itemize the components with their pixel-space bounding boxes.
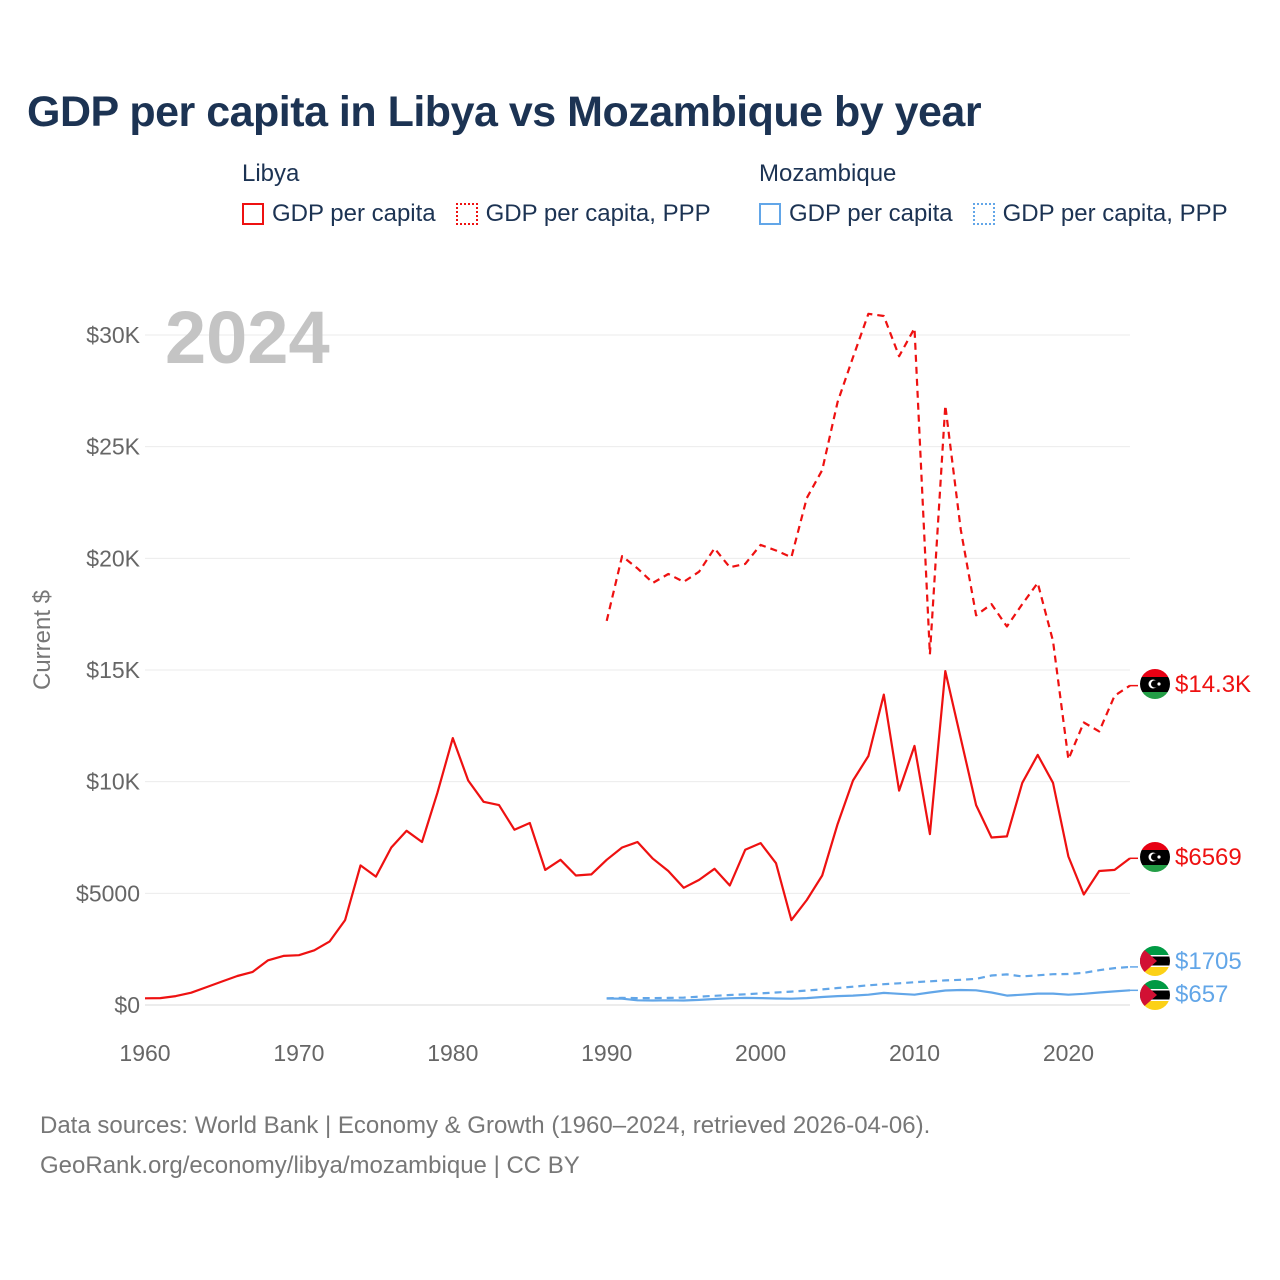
libya-flag-icon <box>1140 669 1170 699</box>
legend-item-label: GDP per capita <box>272 200 436 227</box>
legend-swatch <box>242 203 264 225</box>
legend-group-title: Libya <box>242 160 300 187</box>
legend-group-mozambique: Mozambique GDP per capita GDP per capita… <box>759 160 1228 228</box>
x-tick-label: 2000 <box>735 1040 786 1066</box>
x-tick-label: 2020 <box>1043 1040 1094 1066</box>
x-tick-label: 1990 <box>581 1040 632 1066</box>
legend-swatch <box>759 203 781 225</box>
legend-item-libya-gdp-ppp[interactable]: GDP per capita, PPP <box>455 200 711 228</box>
legend-group-title: Mozambique <box>759 160 897 187</box>
chart-title: GDP per capita in Libya vs Mozambique by… <box>27 88 982 136</box>
mozambique-flag-icon <box>1140 946 1170 976</box>
series-line-libya-gdp-per-capita-ppp[interactable] <box>605 312 1131 761</box>
x-tick-label: 2010 <box>889 1040 940 1066</box>
y-tick-label: $0 <box>114 992 140 1018</box>
end-label-mozambique-gdp-ppp: $1705 <box>1175 948 1242 975</box>
y-tick-label: $15K <box>86 657 140 683</box>
footer: Data sources: World Bank | Economy & Gro… <box>40 1106 930 1186</box>
legend-swatch <box>455 203 478 225</box>
y-tick-label: $5000 <box>76 880 140 906</box>
end-label-libya-gdp: $6569 <box>1175 844 1242 871</box>
legend-item-mozambique-gdp-ppp[interactable]: GDP per capita, PPP <box>972 200 1228 228</box>
mozambique-flag-icon <box>1140 980 1170 1010</box>
series-line-mozambique-gdp-per-capita[interactable] <box>606 988 1131 1002</box>
y-tick-label: $30K <box>86 322 140 348</box>
year-watermark: 2024 <box>165 296 330 379</box>
legend-item-mozambique-gdp[interactable]: GDP per capita <box>759 200 953 228</box>
y-tick-label: $10K <box>86 769 140 795</box>
end-label-mozambique-gdp: $657 <box>1175 981 1228 1008</box>
legend-swatch <box>972 203 995 225</box>
libya-flag-icon <box>1140 842 1170 872</box>
legend-item-label: GDP per capita, PPP <box>485 200 711 227</box>
end-label-libya-gdp-ppp: $14.3K <box>1175 671 1251 698</box>
legend-item-label: GDP per capita, PPP <box>1002 200 1228 227</box>
y-axis-label: Current $ <box>29 590 56 690</box>
legend-item-label: GDP per capita <box>789 200 953 227</box>
y-tick-label: $20K <box>86 545 140 571</box>
footer-sources: Data sources: World Bank | Economy & Gro… <box>40 1112 931 1139</box>
series-line-mozambique-gdp-per-capita-ppp[interactable] <box>606 965 1131 1000</box>
legend-group-libya: Libya GDP per capita GDP per capita, PPP <box>242 160 711 228</box>
legend-item-libya-gdp[interactable]: GDP per capita <box>242 200 436 228</box>
x-tick-label: 1980 <box>427 1040 478 1066</box>
series-line-libya-gdp-per-capita[interactable] <box>144 669 1131 1000</box>
y-tick-label: $25K <box>86 434 140 460</box>
footer-link[interactable]: GeoRank.org/economy/libya/mozambique | C… <box>40 1152 580 1179</box>
x-tick-label: 1970 <box>273 1040 324 1066</box>
x-tick-label: 1960 <box>119 1040 170 1066</box>
